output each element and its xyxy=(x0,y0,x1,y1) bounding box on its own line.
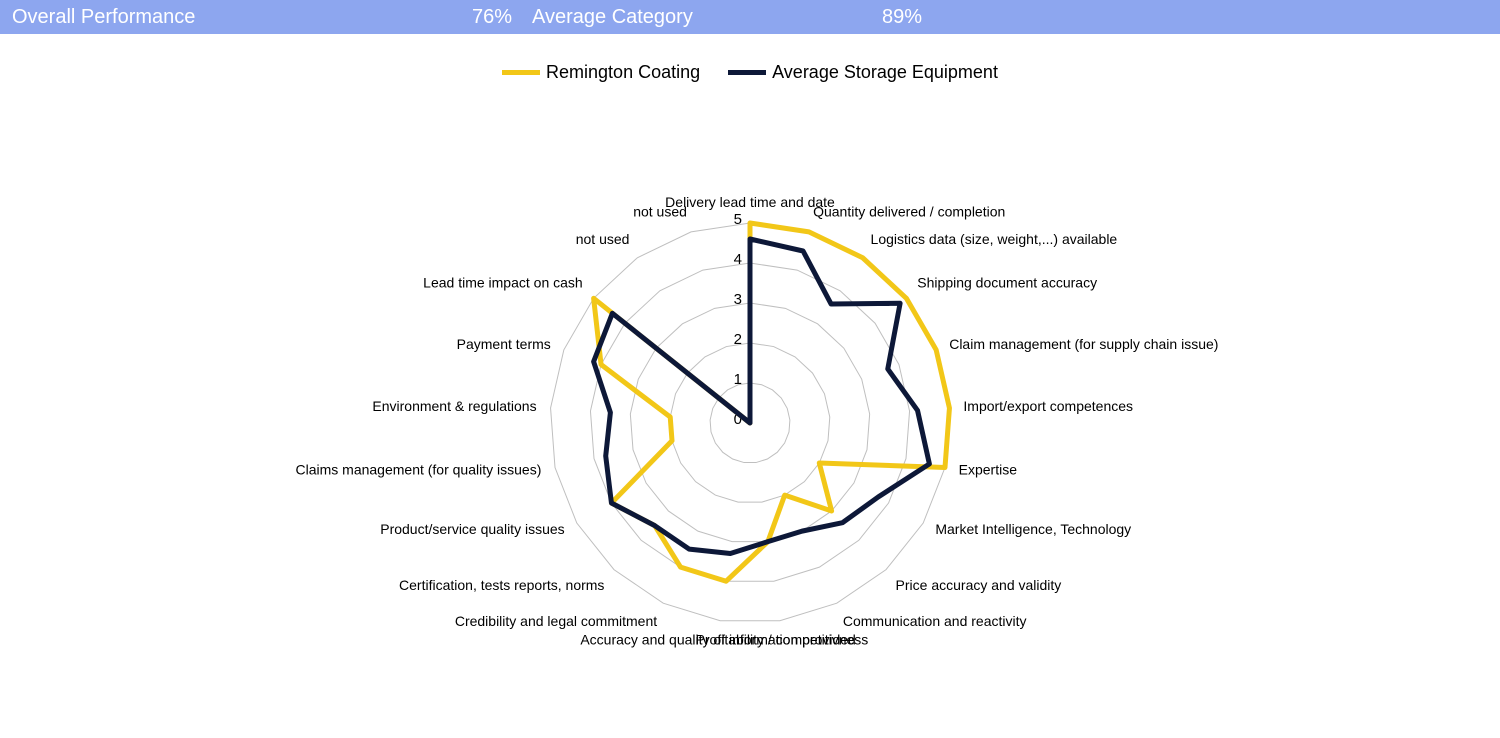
svg-text:3: 3 xyxy=(734,291,742,308)
legend-item-series-b: Average Storage Equipment xyxy=(728,62,998,83)
legend-item-series-a: Remington Coating xyxy=(502,62,700,83)
svg-text:Payment terms: Payment terms xyxy=(457,336,551,352)
svg-text:Delivery lead time and date: Delivery lead time and date xyxy=(665,194,835,210)
svg-text:Shipping document accuracy: Shipping document accuracy xyxy=(917,275,1097,291)
svg-text:Import/export competences: Import/export competences xyxy=(963,398,1133,414)
svg-text:not used: not used xyxy=(576,231,630,247)
overall-performance-label: Overall Performance xyxy=(12,6,452,29)
svg-text:4: 4 xyxy=(734,251,742,268)
svg-text:5: 5 xyxy=(734,211,742,228)
radar-chart: 012345Delivery lead time and dateQuantit… xyxy=(0,93,1500,733)
chart-legend: Remington Coating Average Storage Equipm… xyxy=(0,62,1500,83)
legend-swatch-a xyxy=(502,70,540,75)
svg-text:Expertise: Expertise xyxy=(959,462,1018,478)
svg-text:Price accuracy and validity: Price accuracy and validity xyxy=(896,577,1062,593)
svg-text:not used: not used xyxy=(633,204,687,220)
svg-text:Claims management (for quality: Claims management (for quality issues) xyxy=(295,462,541,478)
svg-text:Credibility and legal commitme: Credibility and legal commitment xyxy=(455,613,657,629)
legend-label-b: Average Storage Equipment xyxy=(772,62,998,83)
svg-text:Certification, tests reports,: Certification, tests reports, norms xyxy=(399,577,604,593)
svg-text:Environment & regulations: Environment & regulations xyxy=(372,398,536,414)
legend-swatch-b xyxy=(728,70,766,75)
svg-text:Lead time impact on cash: Lead time impact on cash xyxy=(423,275,583,291)
svg-text:1: 1 xyxy=(734,371,742,388)
svg-text:Logistics data (size, weight,.: Logistics data (size, weight,...) availa… xyxy=(871,231,1118,247)
svg-text:Quantity delivered / completio: Quantity delivered / completion xyxy=(813,204,1005,220)
svg-text:Communication and reactivity: Communication and reactivity xyxy=(843,613,1027,629)
legend-label-a: Remington Coating xyxy=(546,62,700,83)
svg-text:Market Intelligence, Technolog: Market Intelligence, Technology xyxy=(935,521,1131,537)
svg-text:Accuracy and quality of inform: Accuracy and quality of information prov… xyxy=(580,632,855,648)
radar-svg: 012345Delivery lead time and dateQuantit… xyxy=(0,93,1500,733)
svg-text:2: 2 xyxy=(734,331,742,348)
performance-header: Overall Performance 76% Average Category… xyxy=(0,0,1500,34)
average-category-label: Average Category xyxy=(532,6,862,29)
overall-performance-value: 76% xyxy=(452,6,512,29)
svg-text:Claim management (for supply c: Claim management (for supply chain issue… xyxy=(949,336,1218,352)
svg-text:Product/service quality issues: Product/service quality issues xyxy=(380,521,564,537)
average-category-value: 89% xyxy=(862,6,922,29)
